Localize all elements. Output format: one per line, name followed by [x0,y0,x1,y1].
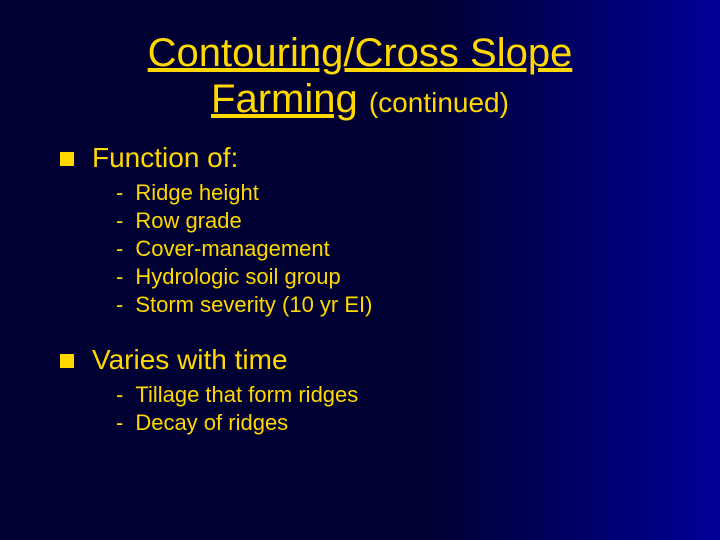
dash-icon: - [116,180,123,206]
bullet-level2: - Row grade [116,208,660,234]
dash-icon: - [116,292,123,318]
title-continued: (continued) [369,87,509,118]
spacer [60,320,660,334]
sub-item: Decay of ridges [135,410,288,436]
sub-item: Cover-management [135,236,329,262]
square-bullet-icon [60,354,74,368]
slide: Contouring/Cross Slope Farming (continue… [0,0,720,540]
bullet-level2: - Tillage that form ridges [116,382,660,408]
dash-icon: - [116,208,123,234]
bullet-level2: - Ridge height [116,180,660,206]
bullet-level2: - Cover-management [116,236,660,262]
square-bullet-icon [60,152,74,166]
sub-item: Storm severity (10 yr EI) [135,292,372,318]
dash-icon: - [116,264,123,290]
sub-item: Ridge height [135,180,259,206]
bullet-level2: - Storm severity (10 yr EI) [116,292,660,318]
title-line2: Farming [211,77,358,121]
sub-item: Tillage that form ridges [135,382,358,408]
dash-icon: - [116,410,123,436]
dash-icon: - [116,382,123,408]
sub-item: Row grade [135,208,241,234]
bullet-level2: - Hydrologic soil group [116,264,660,290]
bullet-level1: Varies with time [60,344,660,376]
bullet-level1: Function of: [60,142,660,174]
bullet-level2: - Decay of ridges [116,410,660,436]
dash-icon: - [116,236,123,262]
section-heading: Varies with time [92,344,288,376]
title-line1: Contouring/Cross Slope [148,31,573,75]
slide-title: Contouring/Cross Slope Farming (continue… [60,30,660,122]
section-heading: Function of: [92,142,238,174]
sub-item: Hydrologic soil group [135,264,340,290]
